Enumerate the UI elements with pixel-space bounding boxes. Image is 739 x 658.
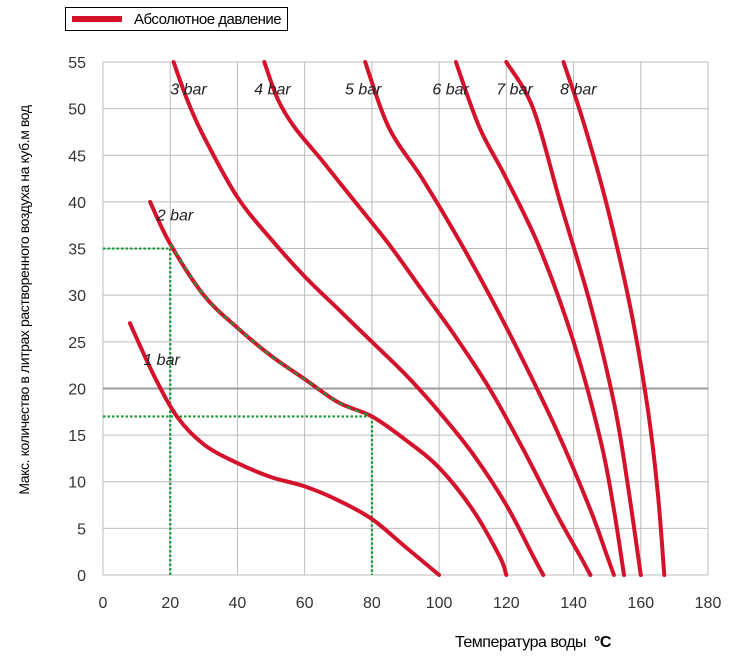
x-tick-label: 100 (426, 595, 453, 612)
y-tick-label: 35 (68, 242, 86, 259)
curve-label: 1 bar (143, 352, 180, 369)
x-axis-label: Температура воды °C (455, 634, 611, 652)
x-tick-labels: 0 20 40 60 80 100 120 140 160 180 (99, 595, 722, 612)
curve-label: 2 bar (156, 208, 194, 225)
grid (102, 61, 709, 576)
curve-label: 6 bar (432, 82, 469, 99)
curve-label: 7 bar (496, 82, 533, 99)
curve-8-bar (561, 60, 667, 577)
y-tick-label: 10 (68, 475, 86, 492)
x-axis-unit: °C (594, 634, 611, 651)
x-tick-label: 140 (560, 595, 587, 612)
y-tick-label: 0 (77, 568, 86, 585)
x-tick-label: 120 (493, 595, 520, 612)
legend-label: Абсолютное давление (134, 10, 282, 28)
x-tick-label: 160 (627, 595, 654, 612)
curve-label: 3 bar (170, 82, 207, 99)
curve-labels: 1 bar 2 bar 3 bar 4 bar 5 bar 6 bar 7 bar 8 bar (143, 82, 597, 369)
x-tick-label: 60 (296, 595, 314, 612)
legend: Абсолютное давление (65, 7, 289, 31)
curve-2-bar (148, 199, 509, 577)
y-tick-label: 50 (68, 102, 86, 119)
curve-5-bar (363, 60, 616, 577)
y-tick-label: 55 (68, 55, 86, 72)
curve-7-bar (504, 60, 643, 577)
x-axis-label-text: Температура воды (455, 634, 587, 651)
y-tick-label: 40 (68, 195, 86, 212)
curve-3-bar (171, 60, 546, 577)
curve-label: 5 bar (345, 82, 382, 99)
x-tick-label: 80 (363, 595, 381, 612)
x-tick-label: 0 (99, 595, 108, 612)
curve-6-bar (453, 60, 626, 577)
x-tick-label: 40 (229, 595, 247, 612)
y-tick-label: 5 (77, 521, 86, 538)
example-dashed-segment (169, 243, 373, 418)
example-segment (169, 243, 373, 418)
x-tick-label: 180 (695, 595, 722, 612)
x-tick-label: 20 (161, 595, 179, 612)
y-tick-label: 30 (68, 288, 86, 305)
guide-lines (103, 247, 373, 575)
curve-label: 4 bar (254, 82, 291, 99)
curve-4-bar (262, 60, 593, 577)
y-tick-label: 20 (68, 381, 86, 398)
legend-swatch (72, 16, 122, 22)
y-tick-label: 25 (68, 335, 86, 352)
pressure-curves (127, 60, 667, 577)
y-tick-label: 45 (68, 148, 86, 165)
y-axis-label: Макс. количество в литрах растворенного … (16, 105, 32, 495)
curve-label: 8 bar (560, 82, 597, 99)
y-tick-label: 15 (68, 428, 86, 445)
y-tick-labels: 0 5 10 15 20 25 30 35 40 45 50 55 (68, 55, 86, 585)
curve-1-bar (127, 321, 442, 577)
